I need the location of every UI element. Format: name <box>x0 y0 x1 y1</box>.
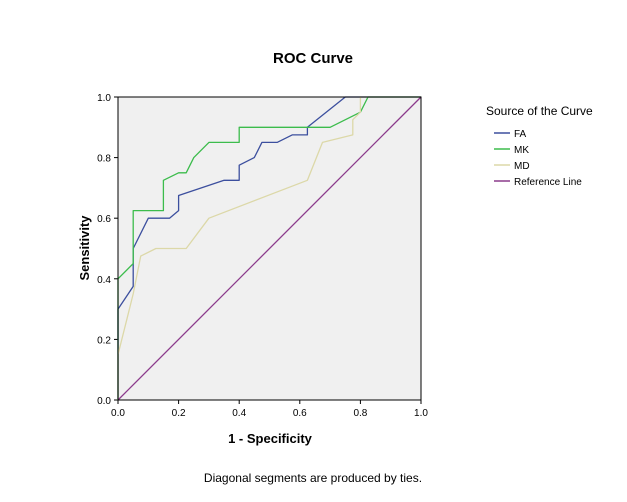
y-tick-label: 0.2 <box>97 335 111 346</box>
y-tick-label: 0.4 <box>97 275 111 286</box>
x-tick-label: 0.4 <box>232 408 246 419</box>
x-axis-label: 1 - Specificity <box>228 431 313 446</box>
y-tick-label: 0.0 <box>97 396 111 407</box>
legend-label-md: MD <box>514 161 530 172</box>
x-tick-label: 0.8 <box>353 408 367 419</box>
x-tick-label: 0.6 <box>293 408 307 419</box>
chart-title: ROC Curve <box>273 50 353 67</box>
y-tick-label: 1.0 <box>97 93 111 104</box>
footnote: Diagonal segments are produced by ties. <box>204 471 422 485</box>
series-line-md <box>117 96 421 400</box>
x-tick-label: 0.0 <box>111 408 125 419</box>
series-line-mk <box>117 96 421 400</box>
x-tick-label: 1.0 <box>414 408 428 419</box>
y-axis-label: Sensitivity <box>77 215 92 281</box>
y-tick-label: 0.6 <box>97 214 111 225</box>
series-line-reference-line <box>117 96 422 401</box>
x-tick-label: 0.2 <box>172 408 186 419</box>
plot-frame <box>117 96 422 401</box>
legend-title: Source of the Curve <box>486 104 593 118</box>
y-tick-label: 0.8 <box>97 154 111 165</box>
legend-label-fa: FA <box>514 129 527 140</box>
legend-label-mk: MK <box>514 145 529 156</box>
legend-label-reference-line: Reference Line <box>514 177 582 188</box>
